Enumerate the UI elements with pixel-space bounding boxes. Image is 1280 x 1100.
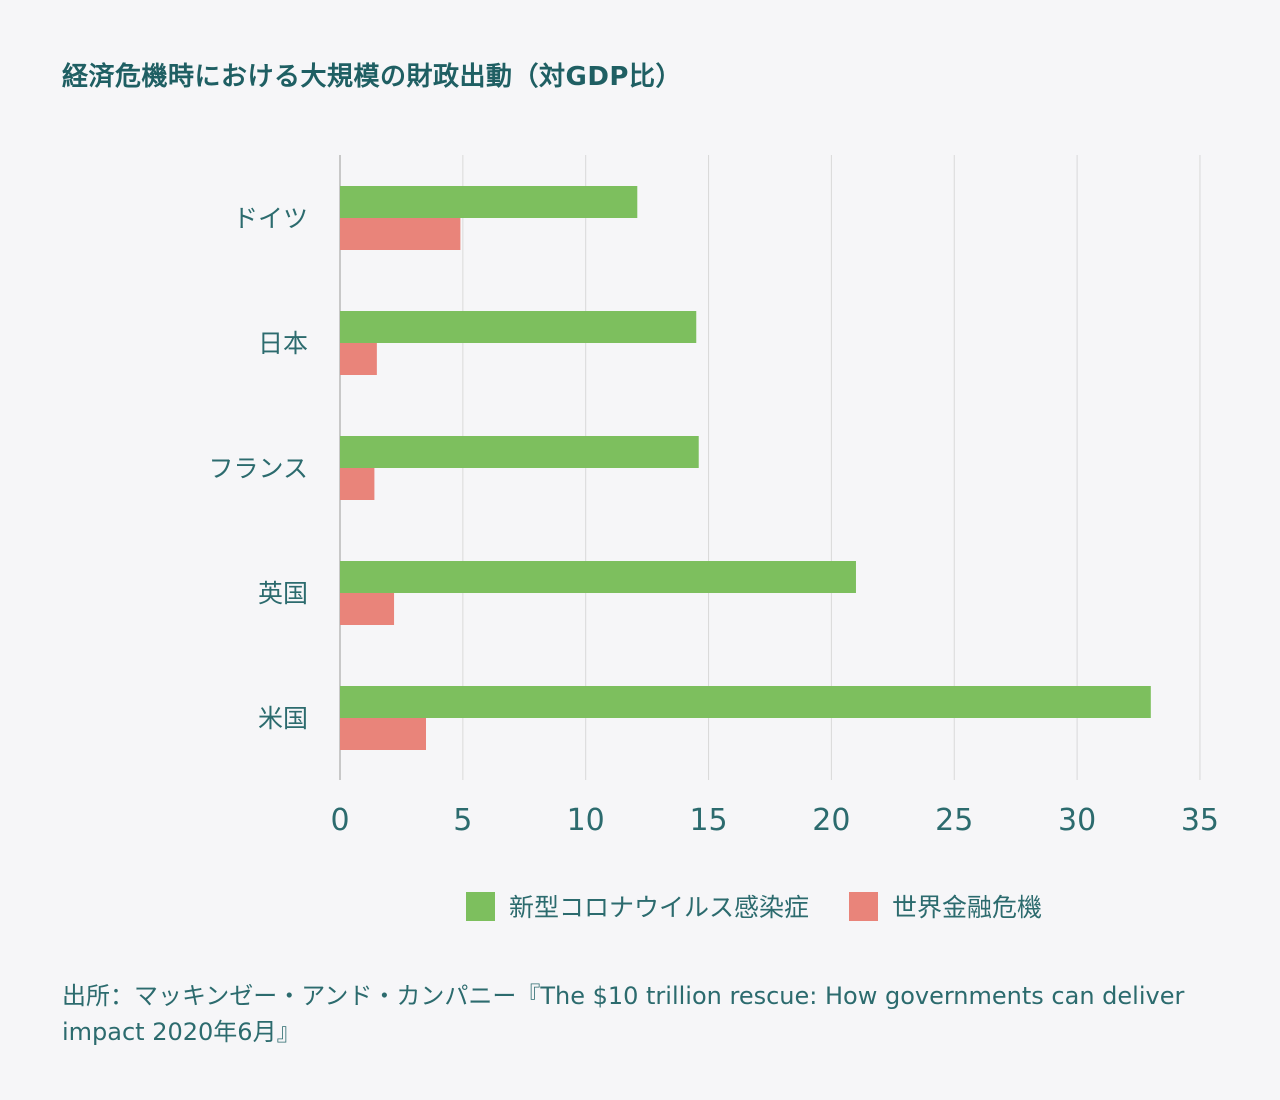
x-tick-label: 25 [935, 803, 973, 838]
x-tick-label: 0 [330, 803, 349, 838]
x-tick-label: 5 [453, 803, 472, 838]
legend-item-covid: 新型コロナウイルス感染症 [466, 888, 809, 924]
bar-gfc [340, 468, 375, 500]
bar-gfc [340, 218, 461, 250]
x-tick-labels: 0 5 10 15 20 25 30 35 [330, 803, 1219, 838]
legend-swatch-covid [466, 891, 495, 921]
legend-swatch-gfc [849, 891, 879, 921]
bar-covid [340, 436, 699, 468]
x-tick-label: 35 [1181, 803, 1219, 838]
category-label: 日本 [258, 329, 308, 358]
legend-label-covid: 新型コロナウイルス感染症 [509, 893, 810, 922]
bar-gfc [340, 593, 395, 625]
category-label: 英国 [258, 579, 308, 608]
bar-gfc [340, 718, 426, 750]
bar-covid [340, 311, 697, 343]
legend: 新型コロナウイルス感染症 世界金融危機 [466, 888, 1042, 924]
bar-covid [340, 186, 638, 218]
source-note: 出所：マッキンゼー・アンド・カンパニー『The $10 trillion res… [62, 982, 1185, 1046]
bar-covid [340, 561, 856, 593]
x-tick-label: 15 [689, 803, 727, 838]
chart-title: 経済危機時における大規模の財政出動（対GDP比） [62, 62, 682, 92]
x-tick-label: 20 [812, 803, 850, 838]
bar-gfc [340, 343, 377, 375]
bar-covid [340, 686, 1151, 718]
legend-label-gfc: 世界金融危機 [892, 893, 1043, 922]
legend-item-gfc: 世界金融危機 [849, 888, 1042, 924]
category-label: 米国 [258, 704, 308, 733]
category-label: ドイツ [233, 204, 308, 233]
x-tick-label: 10 [567, 803, 605, 838]
category-label: フランス [208, 454, 308, 483]
x-tick-label: 30 [1058, 803, 1096, 838]
bars [340, 186, 1151, 750]
